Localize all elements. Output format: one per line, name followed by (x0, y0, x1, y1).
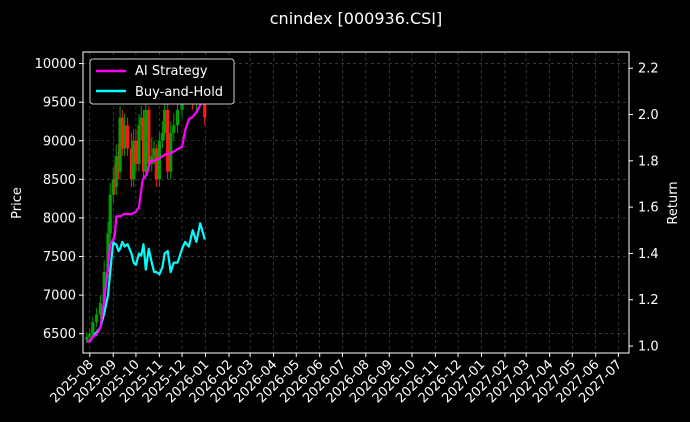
y-right-tick-label: 2.2 (638, 62, 659, 77)
candle-body (132, 140, 136, 180)
candle-body (172, 125, 176, 134)
y-left-tick-label: 7500 (43, 250, 76, 265)
candle-body (134, 140, 138, 164)
candle-body (114, 156, 118, 188)
y-left-tick-label: 9500 (43, 96, 76, 111)
y-right-tick-label: 1.0 (638, 340, 659, 355)
x-axis: 2025-082025-092025-102025-112025-122026-… (48, 353, 625, 406)
candle-body (126, 125, 130, 149)
candle-body (147, 109, 151, 164)
candle-body (95, 314, 99, 323)
y-right-tick-label: 1.4 (638, 247, 659, 262)
candle-body (157, 140, 161, 180)
candle-body (144, 109, 148, 172)
legend: AI Strategy Buy-and-Hold (89, 58, 235, 105)
candle-body (137, 125, 141, 164)
y-right-tick-label: 2.0 (638, 108, 659, 123)
candle-body (98, 302, 102, 315)
y-axis-left: 6500 7000 7500 8000 8500 9000 9500 10000 (35, 57, 83, 342)
candle-body (160, 133, 165, 141)
y-right-tick-label: 1.8 (638, 154, 659, 169)
candle-body (152, 148, 156, 157)
y-axis-left-label: Price (10, 187, 25, 219)
series-lines (86, 95, 206, 343)
candle-body (88, 333, 92, 337)
legend-label-ai-strategy: AI Strategy (135, 64, 208, 79)
y-right-tick-label: 1.2 (638, 293, 659, 308)
candle-body (203, 94, 207, 118)
candle-body (122, 125, 127, 149)
candle-body (102, 271, 106, 303)
y-axis-right-label: Return (666, 181, 681, 224)
candle-body (120, 117, 124, 149)
series-line-buy-and-hold (86, 222, 206, 343)
grid-lines (83, 52, 629, 353)
candle-body (118, 117, 122, 172)
y-left-tick-label: 7000 (43, 289, 76, 304)
candle-body (141, 117, 146, 172)
y-left-tick-label: 8000 (43, 211, 76, 226)
y-axis-right: 1.0 1.2 1.4 1.6 1.8 2.0 2.2 (629, 62, 659, 355)
chart-title: cnindex [000936.CSI] (270, 9, 443, 28)
y-left-tick-label: 10000 (35, 57, 76, 72)
y-left-tick-label: 8500 (43, 173, 76, 188)
candle-body (175, 109, 180, 126)
y-right-tick-label: 1.6 (638, 201, 659, 216)
candle-body (139, 117, 143, 126)
plot-frame (82, 51, 630, 354)
legend-label-buy-and-hold: Buy-and-Hold (135, 85, 223, 100)
candle-body (154, 148, 158, 180)
series-line-ai-strategy (86, 95, 206, 343)
candle-body (85, 336, 89, 340)
candle-body (163, 109, 167, 134)
y-left-tick-label: 6500 (43, 327, 76, 342)
candle-body (108, 194, 112, 234)
candle-body (129, 148, 133, 180)
candle-body (166, 109, 170, 172)
y-left-tick-label: 9000 (43, 134, 76, 149)
candle-body (91, 322, 95, 334)
candle-body (106, 233, 110, 272)
